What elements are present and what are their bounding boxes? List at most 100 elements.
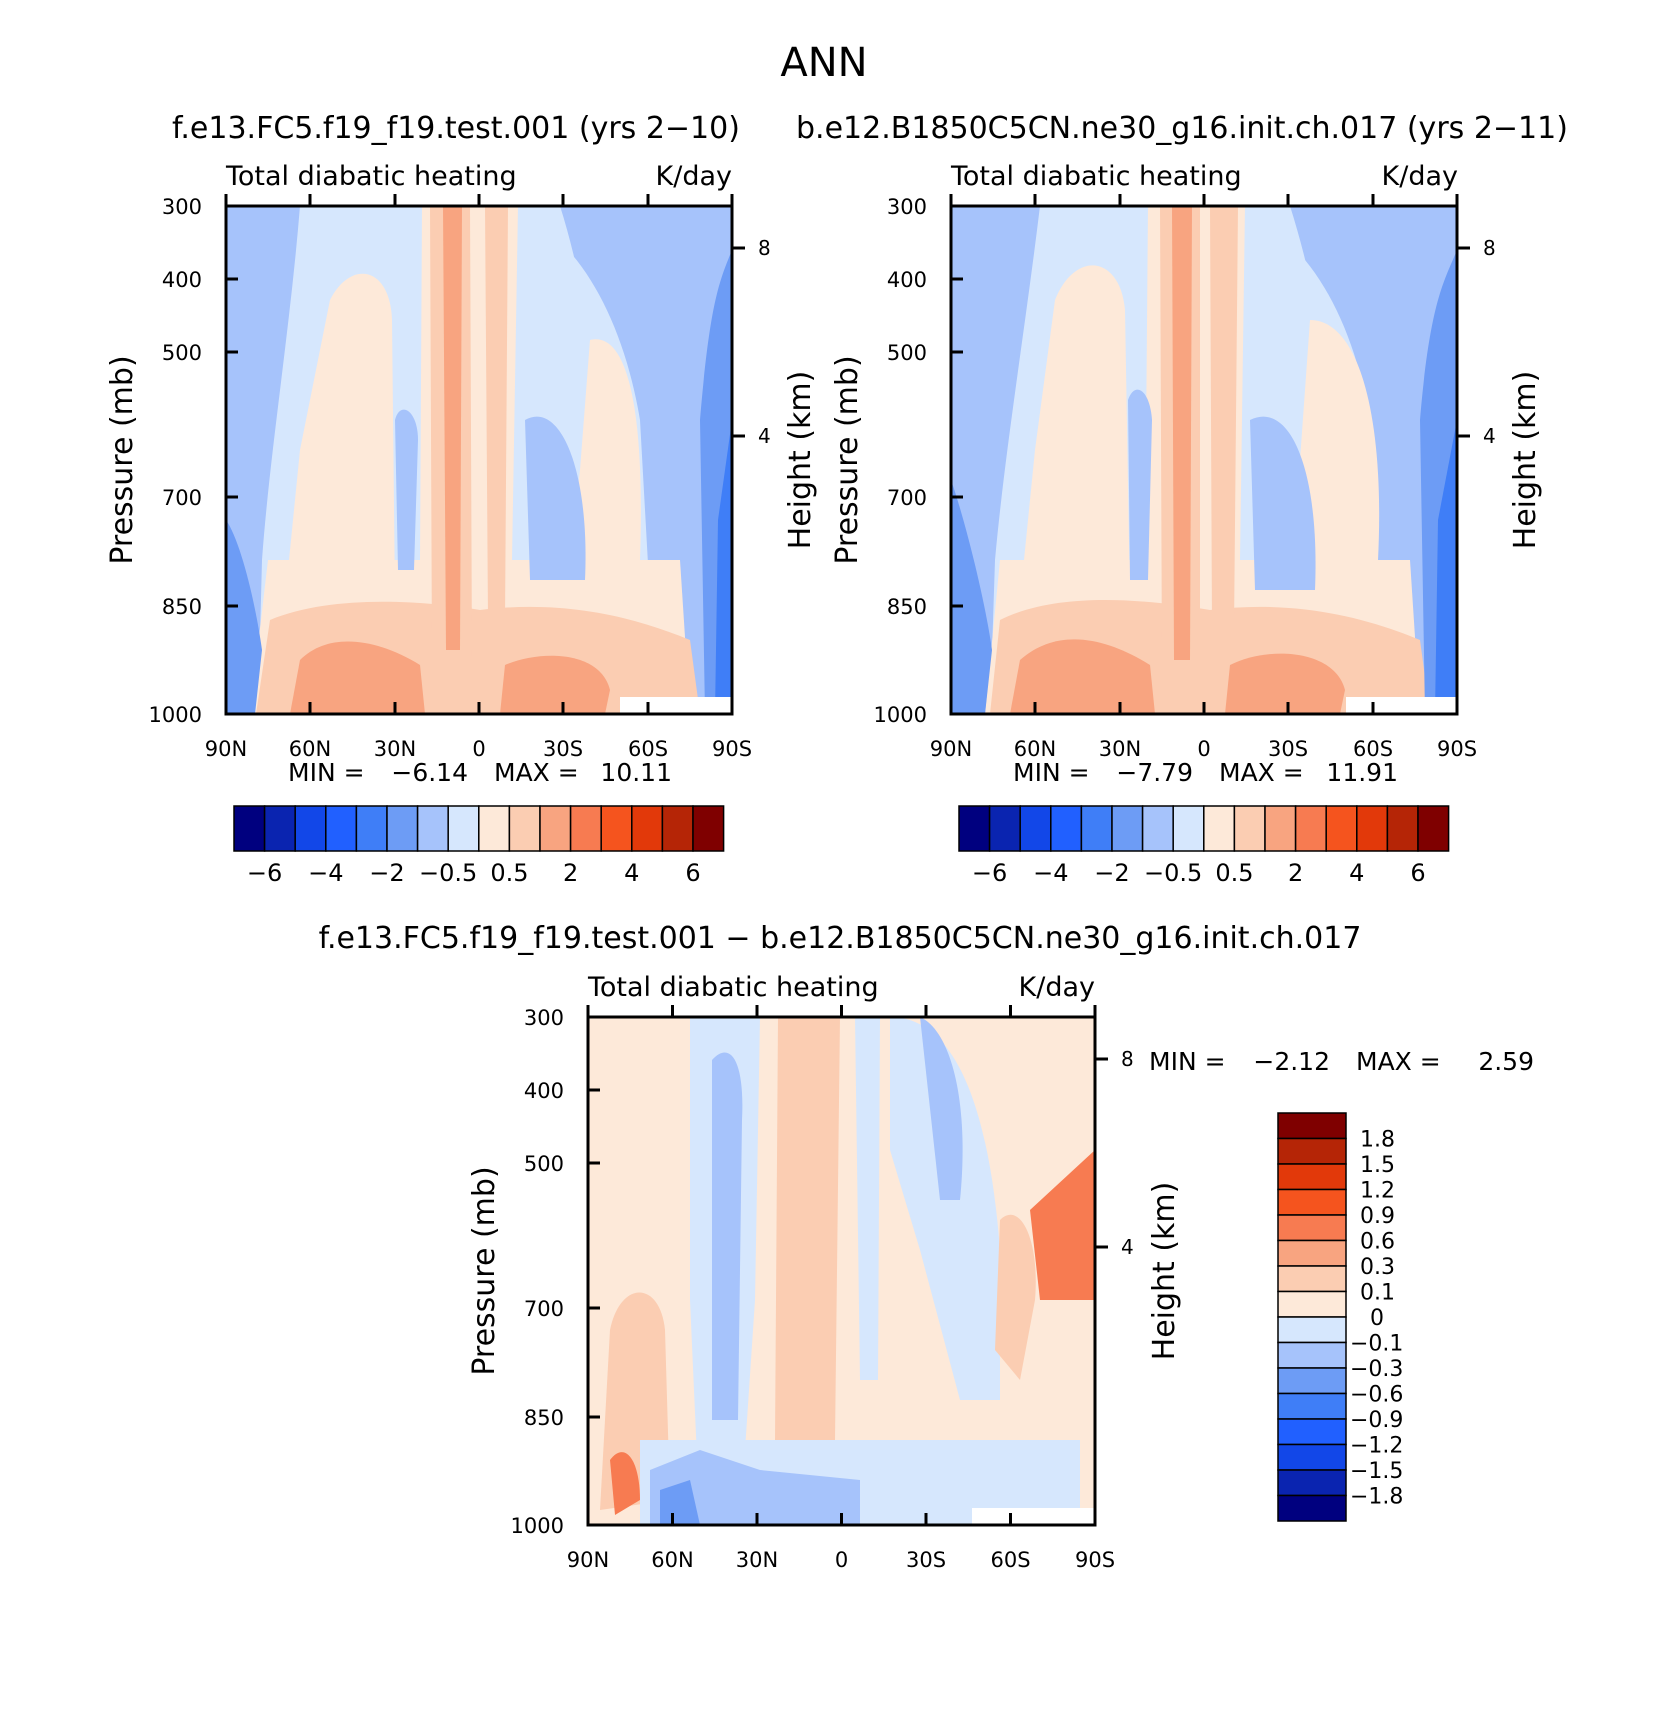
colorbar-cell bbox=[1233, 805, 1266, 852]
contour-band-peach-tropics bbox=[775, 1017, 840, 1440]
colorbar-cell bbox=[1277, 1214, 1347, 1242]
height-axis-label: Height (km) bbox=[1147, 1182, 1182, 1361]
y-tick-label: 400 bbox=[887, 268, 927, 292]
x-tick-label: 60N bbox=[1014, 737, 1056, 761]
y-axis-label: Pressure (mb) bbox=[830, 355, 865, 564]
colorbar-label: 0.1 bbox=[1360, 1281, 1395, 1306]
colorbar-cell bbox=[1277, 1239, 1347, 1267]
colorbar-label: 1.5 bbox=[1360, 1153, 1395, 1178]
y-tick-label: 1000 bbox=[149, 703, 202, 727]
colorbar-cell bbox=[325, 805, 358, 852]
y-axis: 300 400 500 700 850 1000 Pressure (mb) bbox=[830, 195, 963, 727]
min-value: −6.14 bbox=[391, 758, 468, 787]
colorbar: 1.8 1.5 1.2 0.9 0.6 0.3 0.1 0 −0.1 −0.3 … bbox=[1277, 1112, 1403, 1522]
y-tick-label: 1000 bbox=[874, 703, 927, 727]
height-axis-label: Height (km) bbox=[1508, 371, 1543, 550]
contour-band-deep-blue-sh bbox=[715, 420, 732, 714]
colorbar-label: −0.3 bbox=[1350, 1357, 1403, 1382]
colorbar-cell bbox=[1080, 805, 1113, 852]
colorbar-cell bbox=[233, 805, 266, 852]
colorbar-cell bbox=[1356, 805, 1389, 852]
colorbar-cell bbox=[1019, 805, 1052, 852]
colorbar-cell bbox=[1277, 1443, 1347, 1471]
max-label: MAX = bbox=[1219, 758, 1304, 787]
y-axis-label: Pressure (mb) bbox=[105, 355, 140, 564]
colorbar-cell bbox=[1277, 1494, 1347, 1522]
x-tick-label: 30N bbox=[736, 1548, 778, 1572]
contour-band-orange-itcz bbox=[443, 206, 462, 650]
missing-data-region bbox=[1346, 697, 1457, 714]
contour-band-dark-blue-nh bbox=[226, 520, 262, 714]
x-tick-label: 30S bbox=[906, 1548, 946, 1572]
contour-band-orange-nh bbox=[1010, 639, 1155, 714]
x-tick-label: 90N bbox=[930, 737, 972, 761]
colorbar-cell bbox=[1294, 805, 1327, 852]
contour-band-peach-scz bbox=[485, 206, 508, 620]
colorbar-cell bbox=[1141, 805, 1174, 852]
contour-band-orange-itcz bbox=[1172, 206, 1192, 660]
colorbar-label: 4 bbox=[1349, 859, 1364, 887]
y-tick-label: 300 bbox=[524, 1006, 564, 1030]
x-tick-label: 0 bbox=[472, 737, 485, 761]
y-tick-label: 500 bbox=[524, 1152, 564, 1176]
variable-label: Total diabatic heating bbox=[225, 161, 517, 192]
colorbar-cell bbox=[478, 805, 511, 852]
colorbar-cell bbox=[1277, 1316, 1347, 1344]
colorbar-cell bbox=[447, 805, 480, 852]
units-label: K/day bbox=[1019, 972, 1095, 1003]
y-tick-label: 300 bbox=[162, 195, 202, 219]
contour-band-peach-scz bbox=[1210, 206, 1238, 630]
contour-field bbox=[226, 206, 732, 714]
colorbar-cell bbox=[1172, 805, 1205, 852]
x-tick-label: 30N bbox=[1099, 737, 1141, 761]
height-axis-label: Height (km) bbox=[783, 371, 818, 550]
max-value: 11.91 bbox=[1326, 758, 1398, 787]
contour-band-cream-nh bbox=[1015, 265, 1130, 650]
colorbar-cell bbox=[1277, 1469, 1347, 1497]
colorbar-label: 0.5 bbox=[490, 859, 528, 887]
colorbar-cell bbox=[1277, 1367, 1347, 1395]
height-tick-label: 8 bbox=[758, 236, 771, 260]
y-tick-label: 700 bbox=[162, 486, 202, 510]
contour-band-dark-blue-lower bbox=[660, 1480, 700, 1525]
colorbar-label: −0.5 bbox=[1144, 859, 1202, 887]
colorbar-label: −1.8 bbox=[1350, 1485, 1403, 1510]
min-label: MIN = bbox=[288, 758, 365, 787]
panel-test-case: f.e13.FC5.f19_f19.test.001 (yrs 2−10) To… bbox=[105, 111, 818, 887]
contour-band-blue-sh bbox=[920, 1017, 963, 1200]
panel-title: f.e13.FC5.f19_f19.test.001 (yrs 2−10) bbox=[172, 111, 740, 146]
x-tick-label: 60S bbox=[628, 737, 668, 761]
units-label: K/day bbox=[1382, 161, 1458, 192]
colorbar-label: 6 bbox=[685, 859, 700, 887]
contour-band-light-blue-eq bbox=[855, 1017, 880, 1380]
colorbar-cell bbox=[1417, 805, 1450, 852]
panel-title: f.e13.FC5.f19_f19.test.001 − b.e12.B1850… bbox=[319, 921, 1362, 956]
colorbar-cell bbox=[600, 805, 633, 852]
colorbar-cell bbox=[1277, 1265, 1347, 1293]
contour-band-orange-sh bbox=[1225, 653, 1345, 714]
colorbar-label: 0.5 bbox=[1215, 859, 1253, 887]
min-label: MIN = bbox=[1149, 1047, 1226, 1076]
colorbar-cell bbox=[1277, 1290, 1347, 1318]
colorbar-cell bbox=[416, 805, 449, 852]
x-tick-label: 90S bbox=[712, 737, 752, 761]
colorbar-label: −0.9 bbox=[1350, 1408, 1403, 1433]
contour-band-dark-blue-nh bbox=[951, 480, 992, 714]
colorbar-cell bbox=[1325, 805, 1358, 852]
max-value: 2.59 bbox=[1478, 1047, 1534, 1076]
contour-band-cream-nh bbox=[280, 273, 395, 650]
height-axis: 8 4 Height (km) bbox=[732, 236, 818, 549]
panel-control-case: b.e12.B1850C5CN.ne30_g16.init.ch.017 (yr… bbox=[796, 111, 1568, 887]
height-tick-label: 4 bbox=[1121, 1235, 1134, 1259]
contour-band-orange-sh bbox=[1030, 1150, 1095, 1300]
colorbar-label: 2 bbox=[563, 859, 578, 887]
colorbar-label: −4 bbox=[308, 859, 343, 887]
min-label: MIN = bbox=[1013, 758, 1090, 787]
colorbar-cell bbox=[631, 805, 664, 852]
height-tick-label: 4 bbox=[758, 424, 771, 448]
colorbar-cell bbox=[1277, 1112, 1347, 1140]
colorbar-cell bbox=[1277, 1392, 1347, 1420]
x-tick-label: 90N bbox=[205, 737, 247, 761]
max-label: MAX = bbox=[494, 758, 579, 787]
